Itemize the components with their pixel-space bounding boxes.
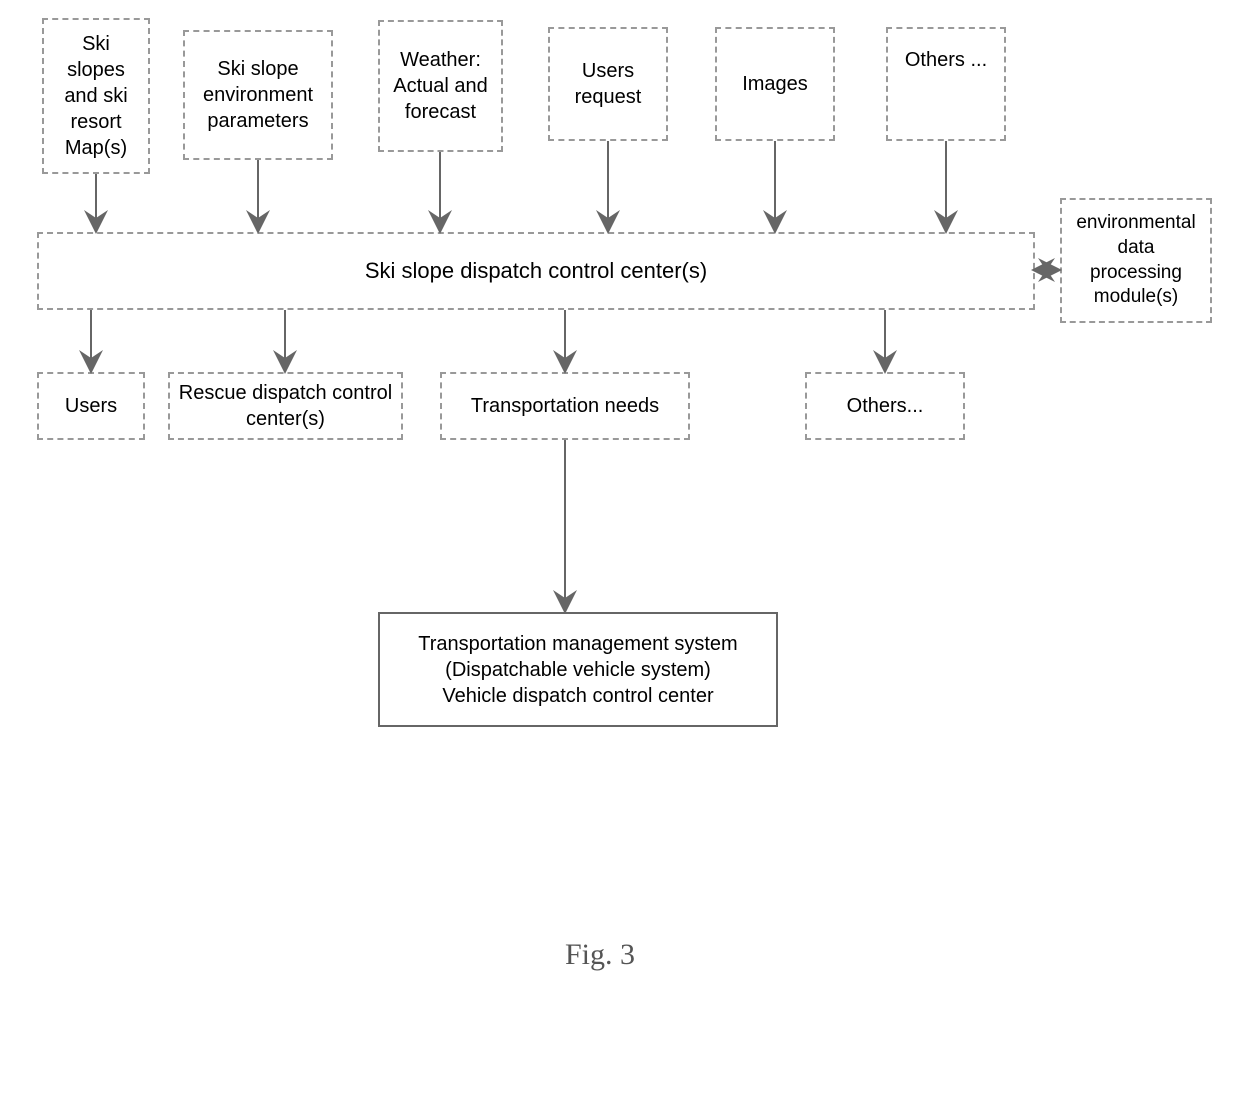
node-others-top: Others ... <box>886 27 1006 141</box>
node-users: Users <box>37 372 145 440</box>
node-ski-maps: Ski slopes and ski resort Map(s) <box>42 18 150 174</box>
arrows-layer <box>0 0 1239 1096</box>
node-rescue: Rescue dispatch control center(s) <box>168 372 403 440</box>
node-env-module: environmental data processing module(s) <box>1060 198 1212 323</box>
node-transport-needs: Transportation needs <box>440 372 690 440</box>
node-users-request: Users request <box>548 27 668 141</box>
node-dispatch-center: Ski slope dispatch control center(s) <box>37 232 1035 310</box>
node-images: Images <box>715 27 835 141</box>
node-tms: Transportation management system (Dispat… <box>378 612 778 727</box>
node-env-params: Ski slope environment parameters <box>183 30 333 160</box>
node-weather: Weather: Actual and forecast <box>378 20 503 152</box>
figure-label: Fig. 3 <box>565 938 635 972</box>
node-others-bottom: Others... <box>805 372 965 440</box>
